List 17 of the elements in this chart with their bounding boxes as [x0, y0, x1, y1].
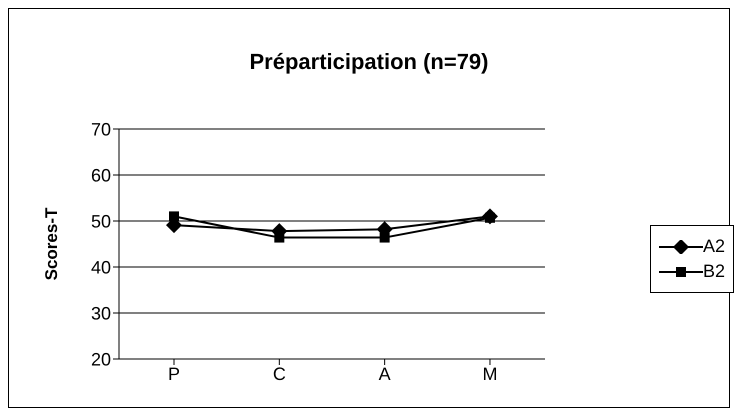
- point: [274, 232, 284, 243]
- point: [380, 232, 390, 243]
- y-tick-label: 20: [90, 349, 111, 370]
- y-tick-label: 60: [90, 165, 111, 186]
- x-tick-label: P: [168, 364, 180, 384]
- legend-label: A2: [702, 236, 725, 257]
- y-axis-title: Scores-T: [42, 207, 62, 280]
- x-tick-label: A: [378, 364, 391, 384]
- legend-label: B2: [702, 261, 725, 282]
- x-tick-label: C: [272, 364, 286, 384]
- y-tick-label: 40: [90, 257, 111, 278]
- chart-title: Préparticipation (n=79): [248, 49, 490, 75]
- x-tick-label: M: [482, 364, 498, 384]
- y-tick-label: 50: [90, 211, 111, 232]
- y-tick-label: 30: [90, 303, 111, 324]
- point: [169, 211, 179, 222]
- y-tick-label: 70: [90, 119, 111, 140]
